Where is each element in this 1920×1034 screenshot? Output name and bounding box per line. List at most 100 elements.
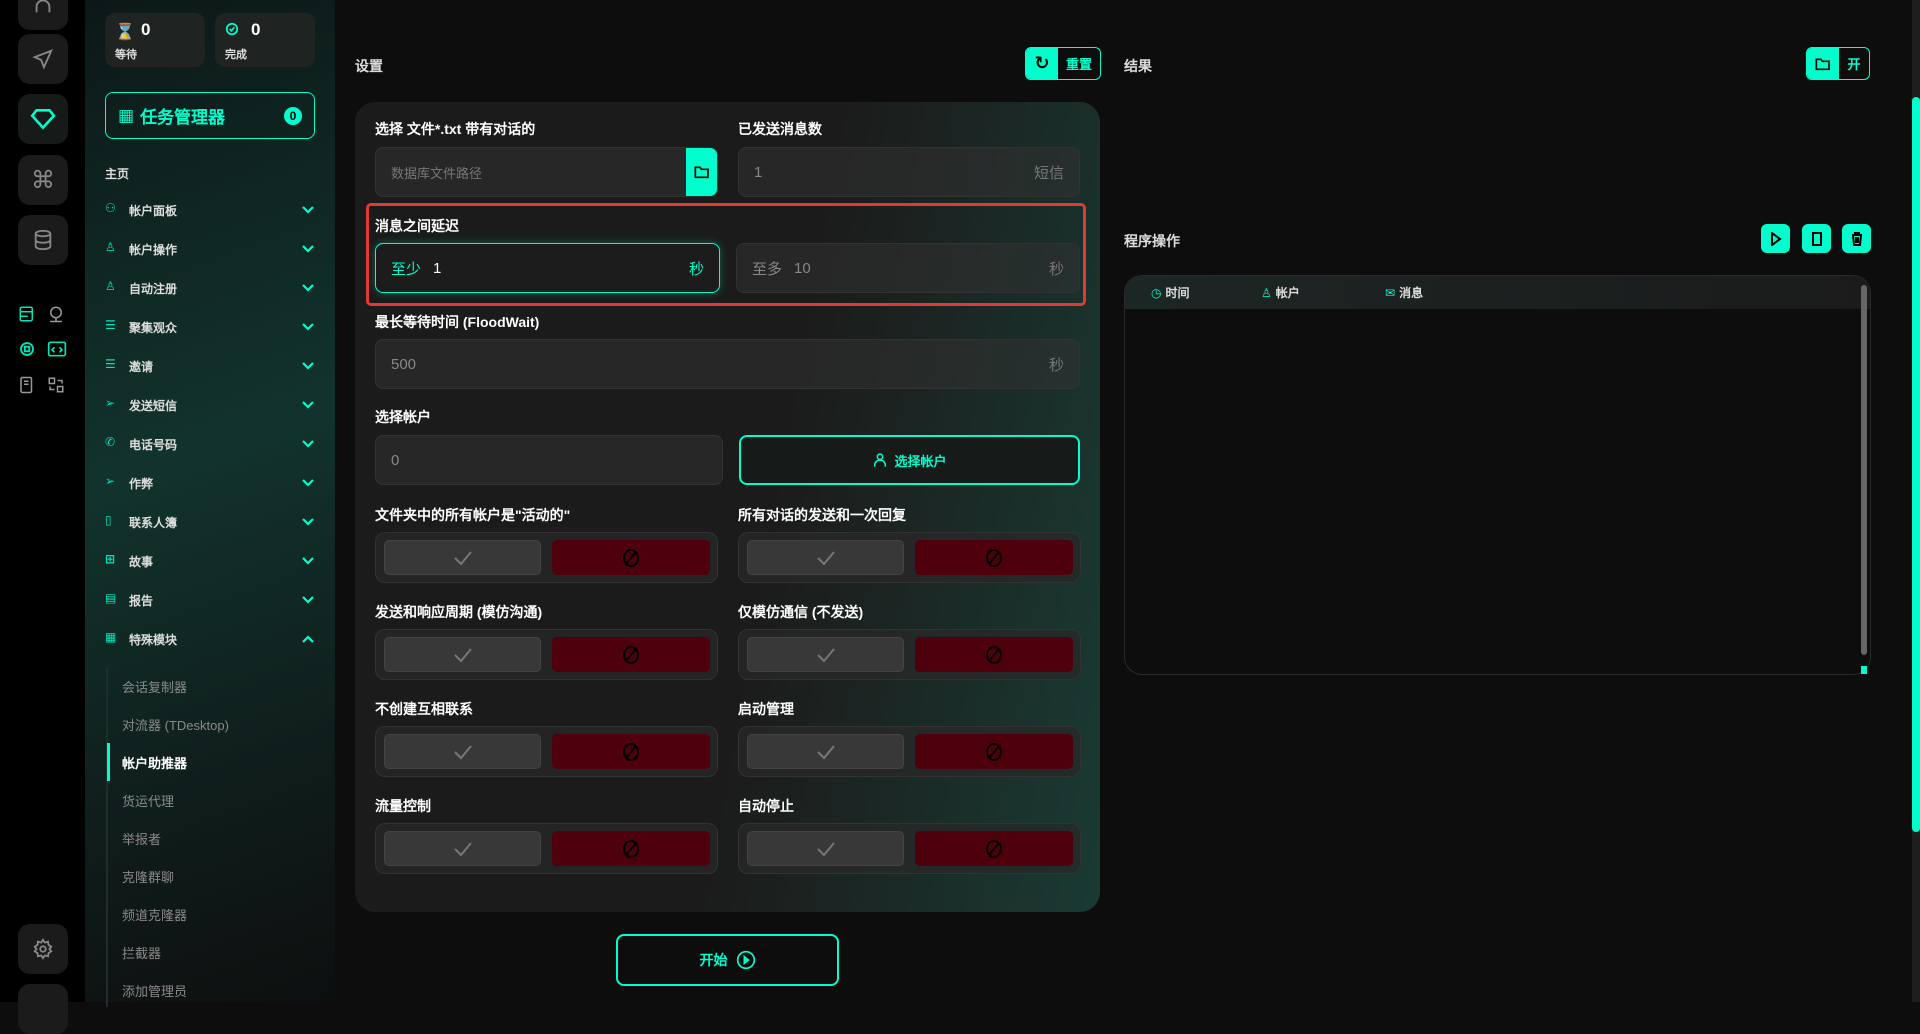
start-button[interactable]: 开始 xyxy=(616,934,839,986)
enable-button[interactable] xyxy=(747,540,904,575)
command-icon[interactable]: ⌘ xyxy=(18,155,68,205)
disable-button[interactable] xyxy=(552,540,710,575)
enable-button[interactable] xyxy=(384,734,541,769)
send-icon[interactable] xyxy=(18,34,68,84)
results-title: 结果 xyxy=(1124,58,1152,74)
database-icon[interactable] xyxy=(18,215,68,265)
stop-icon xyxy=(1811,231,1822,246)
table-icon: ▦ xyxy=(105,630,117,644)
file-path-input[interactable]: 数据库文件路径 xyxy=(375,147,718,197)
headset-icon[interactable] xyxy=(18,0,68,30)
sidebar-item[interactable]: ▤ 报告 xyxy=(105,588,315,612)
check-icon xyxy=(816,647,835,662)
toggle-label: 仅模仿通信 (不发送) xyxy=(738,604,864,620)
toggle-switch xyxy=(375,532,718,583)
toggle-label: 流量控制 xyxy=(375,798,431,814)
resize-handle[interactable] xyxy=(1861,666,1867,674)
page-scrollbar-thumb[interactable] xyxy=(1912,97,1920,832)
open-results-button[interactable]: 开 xyxy=(1806,47,1870,80)
document-check-icon[interactable] xyxy=(18,376,38,396)
sidebar-item[interactable]: ➢ 发送短信 xyxy=(105,393,315,417)
check-icon xyxy=(453,550,472,565)
waiting-stat: ⌛ 0 等待 xyxy=(105,13,205,67)
play-icon xyxy=(1770,231,1782,246)
settings-chip-icon[interactable] xyxy=(18,340,38,360)
disable-button[interactable] xyxy=(915,540,1073,575)
toggle-switch xyxy=(375,823,718,874)
disable-button[interactable] xyxy=(552,831,710,866)
delay-max-input[interactable]: 至多 10 秒 xyxy=(736,243,1080,293)
log-header: ◷ 时间 ♙ 帐户 ✉ 消息 xyxy=(1125,276,1870,309)
sidebar-item[interactable]: ♙ 帐户操作 xyxy=(105,237,315,261)
chevron-down-icon xyxy=(301,359,315,373)
delay-min-input[interactable]: 至少 1 秒 xyxy=(375,243,720,293)
disable-button[interactable] xyxy=(915,831,1073,866)
floodwait-label: 最长等待时间 (FloodWait) xyxy=(375,314,540,330)
user-plus-icon: ♙ xyxy=(105,279,116,293)
folder-open-icon xyxy=(1807,48,1839,79)
sidebar-item[interactable]: ✆ 电话号码 xyxy=(105,432,315,456)
user-location-icon[interactable] xyxy=(47,305,67,325)
diamond-icon[interactable] xyxy=(18,94,68,144)
submenu-item[interactable]: 添加管理员 xyxy=(122,984,188,999)
enable-button[interactable] xyxy=(384,831,541,866)
reset-button[interactable]: ↻ 重置 xyxy=(1025,47,1101,80)
settings-panel xyxy=(355,102,1100,912)
highlight-box xyxy=(366,203,1086,306)
submenu-item[interactable]: 克隆群聊 xyxy=(122,870,175,885)
enable-button[interactable] xyxy=(747,637,904,672)
submenu-item[interactable]: 帐户助推器 xyxy=(122,756,188,771)
submenu-item[interactable]: 对流器 (TDesktop) xyxy=(122,718,229,733)
ban-icon xyxy=(623,839,639,858)
submenu-item[interactable]: 会话复制器 xyxy=(122,680,188,695)
task-list-icon: ▦ xyxy=(118,105,135,125)
sidebar xyxy=(85,0,335,1002)
log-scrollbar[interactable] xyxy=(1861,285,1867,655)
toggle-switch xyxy=(738,629,1081,680)
task-manager-button[interactable]: ▦ 任务管理器 0 xyxy=(105,92,315,139)
sidebar-item[interactable]: ⊞ 故事 xyxy=(105,549,315,573)
submenu-item[interactable]: 频道克隆器 xyxy=(122,908,188,923)
user-icon xyxy=(874,453,887,467)
ban-icon xyxy=(986,645,1002,664)
gear-icon[interactable] xyxy=(18,924,68,974)
clear-button[interactable] xyxy=(1842,224,1871,253)
disable-button[interactable] xyxy=(552,637,710,672)
code-window-icon[interactable] xyxy=(47,340,67,360)
disable-button[interactable] xyxy=(915,734,1073,769)
accounts-count-input[interactable]: 0 xyxy=(375,435,723,485)
check-icon xyxy=(816,550,835,565)
submenu-item[interactable]: 举报者 xyxy=(122,832,162,847)
play-button[interactable] xyxy=(1761,224,1790,253)
submenu-item[interactable]: 拦截器 xyxy=(122,946,162,961)
enable-button[interactable] xyxy=(747,734,904,769)
sidebar-item[interactable]: ➢ 作弊 xyxy=(105,471,315,495)
enable-button[interactable] xyxy=(384,540,541,575)
accounts-label: 选择帐户 xyxy=(375,409,431,425)
folder-icon[interactable] xyxy=(686,148,717,196)
ban-icon xyxy=(623,548,639,567)
sent-count-input[interactable]: 1 短信 xyxy=(738,147,1080,197)
user-icon: ♙ xyxy=(105,240,116,254)
sidebar-item[interactable]: ⚇ 帐户面板 xyxy=(105,198,315,222)
mail-icon: ✉ xyxy=(1385,285,1396,300)
sidebar-item[interactable]: ▦ 特殊模块 xyxy=(105,627,315,651)
enable-button[interactable] xyxy=(384,637,541,672)
disable-button[interactable] xyxy=(915,637,1073,672)
stop-button[interactable] xyxy=(1802,224,1831,253)
floodwait-input[interactable]: 500 秒 xyxy=(375,339,1080,389)
sidebar-item[interactable]: ▯ 联系人簿 xyxy=(105,510,315,534)
sent-count-label: 已发送消息数 xyxy=(738,121,822,137)
sidebar-item[interactable]: ☰ 聚集观众 xyxy=(105,315,315,339)
sidebar-item[interactable]: ♙ 自动注册 xyxy=(105,276,315,300)
ban-icon xyxy=(986,839,1002,858)
extra-icon[interactable] xyxy=(18,984,68,1034)
select-accounts-button[interactable]: 选择帐户 xyxy=(739,435,1080,485)
submenu-item[interactable]: 货运代理 xyxy=(122,794,175,809)
swap-icon[interactable] xyxy=(47,376,67,396)
sidebar-item[interactable]: ☰ 邀请 xyxy=(105,354,315,378)
server-check-icon[interactable] xyxy=(18,305,38,325)
enable-button[interactable] xyxy=(747,831,904,866)
chevron-down-icon xyxy=(301,203,315,217)
disable-button[interactable] xyxy=(552,734,710,769)
